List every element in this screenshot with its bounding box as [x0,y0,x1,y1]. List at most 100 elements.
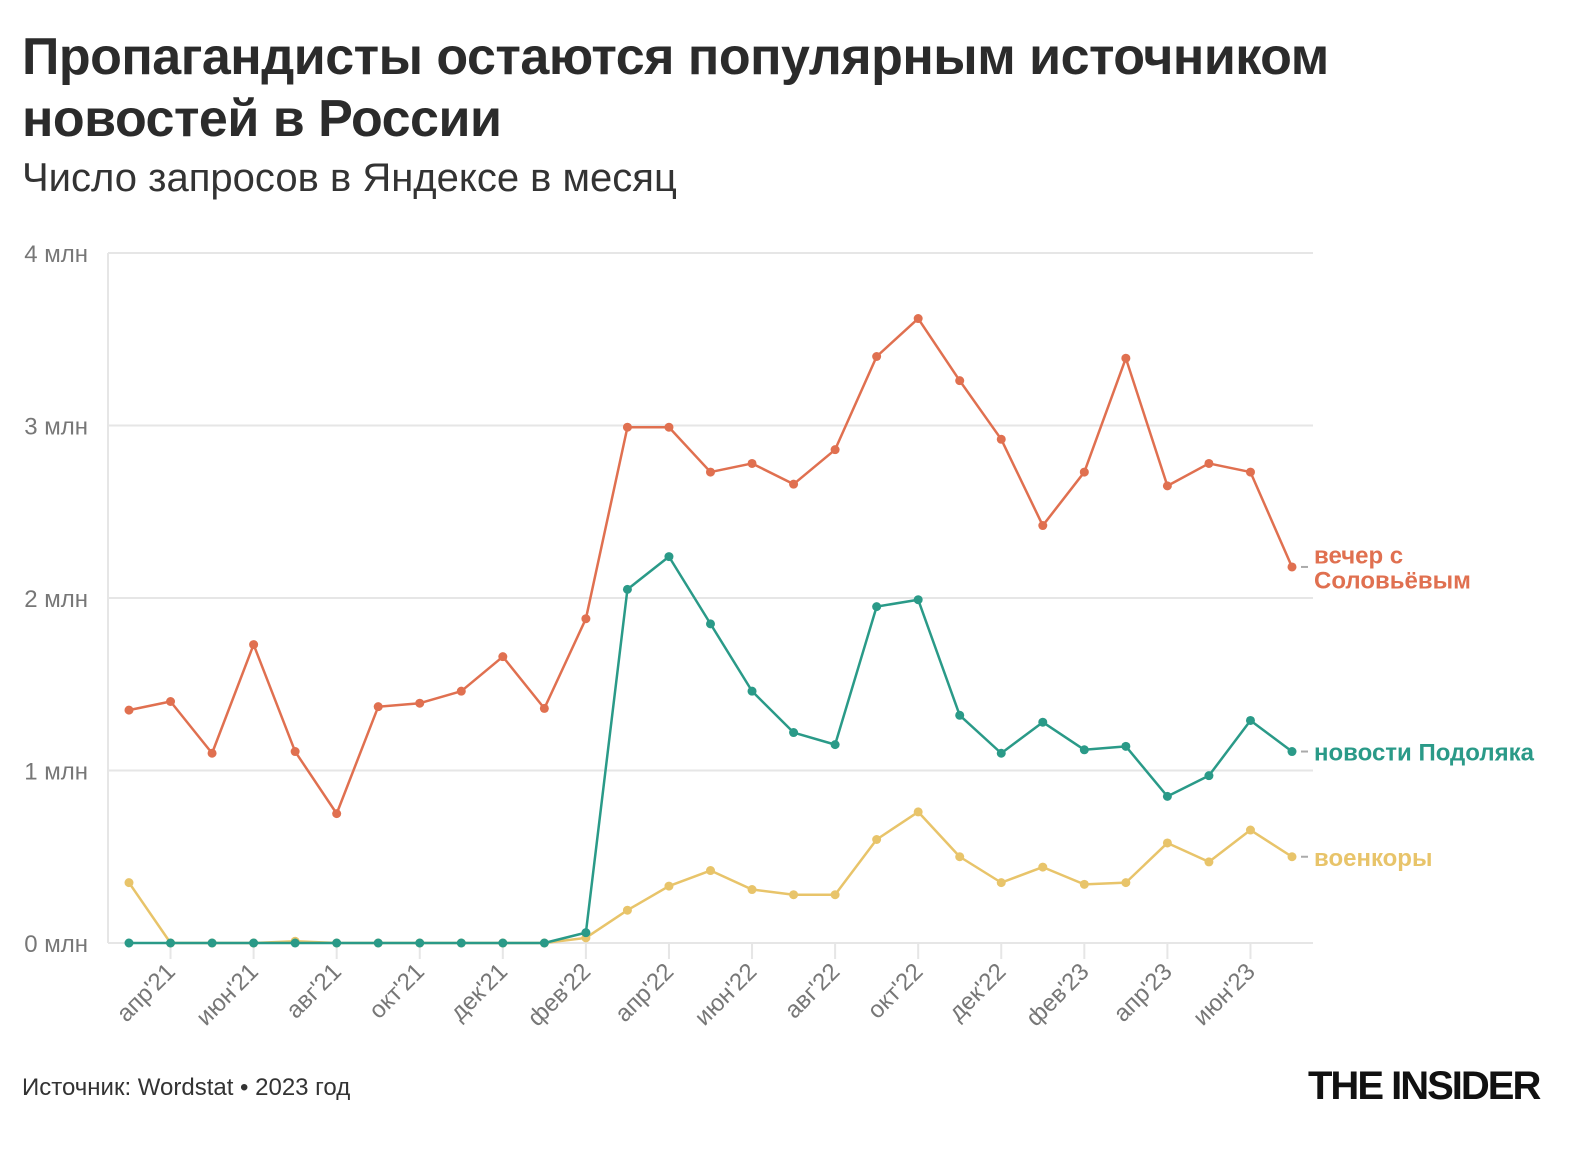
data-point [1287,562,1297,572]
data-point [955,376,965,386]
x-tick-label: окт'21 [364,958,430,1024]
the-insider-logo: THE INSIDER [1308,1064,1541,1108]
data-point [747,458,757,468]
data-point [996,878,1006,888]
x-tick-label: июн'21 [191,958,264,1031]
x-tick-label: авг'21 [281,958,347,1024]
data-point [124,878,134,888]
data-point [456,938,466,948]
series-label: Соловьёвым [1314,567,1471,594]
data-point [332,809,342,819]
data-point [1162,838,1172,848]
series-line-1 [129,555,1293,945]
source-note: Источник: Wordstat • 2023 год [22,1074,351,1101]
data-point [1162,481,1172,491]
data-point [706,619,715,629]
data-point [664,552,674,562]
data-point [872,352,882,361]
data-point [166,697,176,706]
x-tick-label: дек'21 [445,958,513,1026]
data-point [1162,791,1172,801]
data-point [996,748,1006,758]
data-point [1038,862,1048,872]
data-point [1245,825,1255,835]
data-point [913,595,923,605]
data-point [747,885,757,895]
data-point [913,314,923,324]
data-point [207,938,217,948]
data-point [830,890,840,900]
data-point [664,422,674,432]
data-point [415,698,425,708]
data-point [249,640,259,650]
data-point [498,652,508,662]
data-point [1121,878,1131,888]
y-tick-label: 4 млн [24,241,88,268]
x-tick-label: апр'23 [1108,958,1177,1027]
series-label: военкоры [1314,845,1432,872]
data-point [166,938,176,948]
x-tick-label: авг'22 [779,958,845,1024]
data-point [955,852,965,862]
data-point [1121,741,1131,751]
y-tick-label: 1 млн [24,759,88,786]
x-tick-label: июн'22 [689,958,762,1031]
data-point [1245,715,1255,725]
data-point [373,702,383,712]
data-point [581,928,591,938]
chart-subtitle: Число запросов в Яндексе в месяц [22,156,677,200]
data-point [332,938,342,948]
data-point [373,938,383,948]
data-point [498,938,508,948]
data-point [622,905,632,915]
data-point [622,584,632,594]
y-tick-label: 0 млн [24,931,88,958]
data-point [1245,467,1255,477]
data-point [789,728,799,738]
x-tick-label: апр'21 [112,958,181,1027]
data-point [622,422,632,432]
data-point [124,705,134,715]
data-point [1204,458,1214,468]
data-point [290,747,300,757]
data-point [415,938,425,948]
x-tick-label: дек'22 [944,958,1012,1026]
data-point [872,602,882,612]
data-point [996,434,1006,444]
data-point [706,467,715,477]
chart-title: Пропагандисты остаются популярным источн… [22,28,1329,148]
data-point [747,686,757,696]
data-point [1287,852,1297,862]
data-point [706,866,715,876]
data-point [124,938,134,948]
data-point [664,881,674,891]
data-point [789,890,799,900]
data-point [290,938,300,948]
data-point [1079,467,1089,477]
data-point [456,686,466,696]
data-point [830,445,840,455]
x-tick-label: фев'23 [1021,958,1095,1032]
series-label: новости Подоляка [1314,740,1535,767]
x-tick-label: июн'23 [1188,958,1261,1031]
data-point [1287,747,1297,757]
data-point [955,710,965,720]
data-point [830,740,840,750]
data-point [1204,771,1214,781]
data-point [1079,745,1089,755]
data-point [872,835,882,844]
data-point [1204,857,1214,867]
data-point [539,938,549,948]
data-point [789,479,799,489]
data-point [207,748,217,758]
data-point [1038,717,1048,727]
data-point [913,807,923,817]
series-label: вечер с [1314,542,1403,569]
series-line-2 [127,810,1293,945]
data-point [1038,521,1048,531]
x-tick-label: фев'22 [523,958,597,1032]
x-tick-label: апр'22 [610,958,679,1027]
data-point [1121,353,1131,363]
data-point [1079,879,1089,889]
